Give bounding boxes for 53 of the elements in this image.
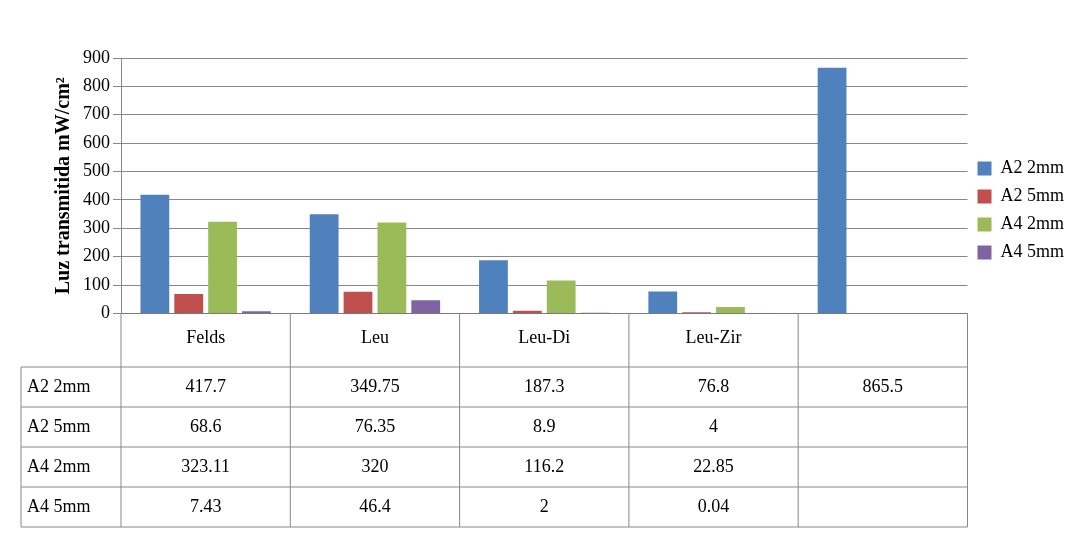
bar <box>648 291 678 313</box>
data-label: 187.3 <box>524 375 565 396</box>
bar <box>343 291 373 313</box>
bar <box>174 293 204 313</box>
text: A2 2mm <box>27 375 91 396</box>
data-label: 7.43 <box>189 495 222 516</box>
data-label: 76.8 <box>697 375 730 396</box>
legend-label: A2 5mm <box>1000 185 1065 206</box>
y-tick-label: 200 <box>83 245 110 266</box>
y-tick-label: 900 <box>83 46 110 67</box>
data-label: 2 <box>539 495 549 516</box>
x-tick-label: Leu <box>360 326 389 347</box>
x-tick-label: Leu-Di <box>518 326 571 347</box>
y-tick-label: 500 <box>83 160 110 181</box>
x-tick-label: Leu-Zir <box>685 326 742 347</box>
data-label: 22.85 <box>693 455 734 476</box>
y-tick-label: 300 <box>83 217 110 237</box>
bar <box>411 300 441 313</box>
bar <box>309 214 339 313</box>
data-label: 76.35 <box>354 415 396 436</box>
data-label: 865.5 <box>862 375 904 396</box>
data-label: 116.2 <box>524 455 565 476</box>
y-tick-label: 100 <box>83 273 110 294</box>
text: A2 5mm <box>27 415 91 436</box>
y-tick-label: 600 <box>83 131 110 152</box>
data-label: 320 <box>361 455 389 476</box>
data-label: 8.9 <box>533 415 556 436</box>
x-tick-label: Felds <box>186 326 226 347</box>
data-label: 68.6 <box>189 415 222 436</box>
bar <box>512 310 542 313</box>
bar <box>479 260 508 313</box>
bar <box>817 67 847 313</box>
legend-label: A2 2mm <box>1000 157 1065 178</box>
bar <box>208 221 237 313</box>
data-label: 349.75 <box>350 375 400 396</box>
data-label: 0.04 <box>697 495 730 516</box>
bar <box>546 280 576 313</box>
text: A4 5mm <box>27 495 91 516</box>
bar <box>377 222 407 313</box>
data-label: 323.11 <box>181 455 231 476</box>
legend-label: A4 2mm <box>1000 213 1065 234</box>
data-label: 417.7 <box>185 375 226 396</box>
bar <box>140 194 170 313</box>
bar <box>716 306 745 313</box>
data-label: 46.4 <box>359 495 391 516</box>
data-label: 4 <box>709 415 719 436</box>
y-tick-label: 0 <box>101 302 110 323</box>
y-tick-label: 400 <box>83 188 110 209</box>
legend-label: A4 5mm <box>1000 241 1065 262</box>
y-axis-title: Luz transmitida mW/cm² <box>51 77 74 295</box>
y-tick-label: 700 <box>83 103 110 124</box>
text: A4 2mm <box>27 455 91 476</box>
y-tick-label: 800 <box>83 75 110 96</box>
